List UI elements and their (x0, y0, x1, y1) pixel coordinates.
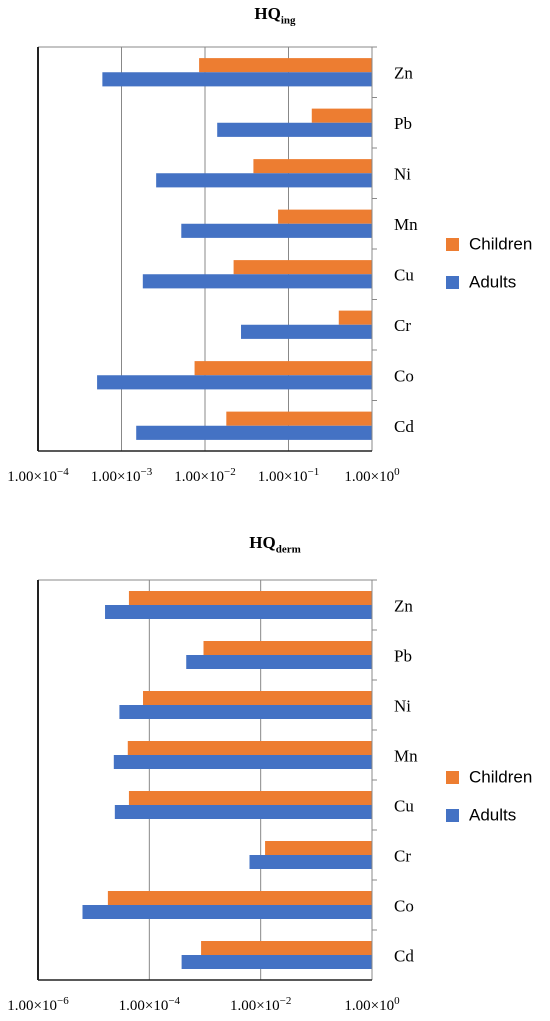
legend-swatch-children (446, 771, 459, 784)
bar-children-pb (203, 641, 372, 655)
bar-adults-ni (119, 705, 372, 719)
bar-adults-co (82, 905, 373, 919)
chart-hq-ing: HQing Zn Pb Ni Mn Cu Cr Co Cd 1.00×10−4 1.00×10−3… (0, 0, 550, 510)
bar-adults-cu (142, 274, 372, 289)
category-label: Cr (394, 316, 411, 335)
legend-label-children: Children (469, 234, 532, 253)
bar-children-ni (143, 691, 372, 705)
x-tick-label: 1.00×100 (344, 466, 400, 485)
chart-title: HQing (254, 4, 296, 27)
x-tick-label: 1.00×10−6 (7, 995, 69, 1014)
bar-children-cu (128, 791, 372, 805)
category-label: Zn (394, 596, 413, 615)
category-label: Mn (394, 215, 418, 234)
x-tick-label: 1.00×10−2 (174, 466, 235, 485)
bar-children-cr (338, 310, 372, 325)
category-label: Zn (394, 64, 413, 83)
bar-adults-pb (217, 122, 372, 137)
bar-children-cd (201, 941, 372, 955)
bar-children-cr (265, 841, 372, 855)
category-label: Cu (394, 266, 414, 285)
category-label: Cd (394, 946, 414, 965)
bar-children-co (194, 361, 372, 376)
bar-children-mn (127, 741, 372, 755)
bar-children-zn (128, 591, 372, 605)
bar-adults-mn (113, 755, 372, 769)
category-label: Cd (394, 417, 414, 436)
x-tick-label: 1.00×10−4 (7, 466, 69, 485)
bar-adults-ni (156, 173, 372, 188)
chart-canvas: Zn Pb Ni Mn Cu Cr Co Cd 1.00×10−6 1.00×10−4 1.00×1… (7, 579, 532, 1014)
bar-children-cu (233, 260, 372, 275)
x-tick-label: 1.00×10−1 (258, 466, 319, 485)
x-tick-label: 1.00×10−3 (91, 466, 153, 485)
bar-children-ni (253, 159, 372, 174)
legend-label-children: Children (469, 767, 532, 786)
x-tick-label: 1.00×10−4 (119, 995, 181, 1014)
category-label: Mn (394, 746, 418, 765)
x-tick-label: 1.00×10−2 (230, 995, 291, 1014)
chart-title: HQderm (249, 533, 301, 556)
category-label: Co (394, 367, 414, 386)
bar-adults-co (97, 375, 373, 390)
category-label: Cu (394, 796, 414, 815)
legend-label-adults: Adults (469, 805, 516, 824)
bar-adults-cr (241, 324, 372, 339)
bar-adults-cr (249, 855, 372, 869)
bar-adults-cd (136, 425, 372, 440)
category-label: Ni (394, 696, 411, 715)
bar-adults-cd (181, 955, 372, 969)
legend-swatch-adults (446, 809, 459, 822)
category-label: Co (394, 896, 414, 915)
bar-children-pb (311, 108, 372, 123)
category-label: Pb (394, 646, 412, 665)
category-label: Ni (394, 165, 411, 184)
chart-canvas: Zn Pb Ni Mn Cu Cr Co Cd 1.00×10−4 1.00×10−3 1.00×1… (7, 46, 532, 485)
bar-adults-cu (114, 805, 372, 819)
bar-children-zn (199, 58, 372, 73)
legend-swatch-adults (446, 276, 459, 289)
legend-swatch-children (446, 238, 459, 251)
bar-adults-mn (181, 223, 372, 238)
bar-adults-zn (105, 605, 372, 619)
bar-adults-pb (186, 655, 372, 669)
x-tick-label: 1.00×100 (344, 995, 400, 1014)
bar-adults-zn (102, 72, 372, 87)
bar-children-mn (278, 209, 372, 224)
bar-children-co (107, 891, 373, 905)
chart-hq-derm: HQderm Zn Pb Ni Mn Cu Cr Co Cd 1.00×10−6 1.00×10−… (0, 530, 550, 1021)
category-label: Cr (394, 846, 411, 865)
bar-children-cd (226, 411, 372, 426)
category-label: Pb (394, 114, 412, 133)
legend-label-adults: Adults (469, 272, 516, 291)
